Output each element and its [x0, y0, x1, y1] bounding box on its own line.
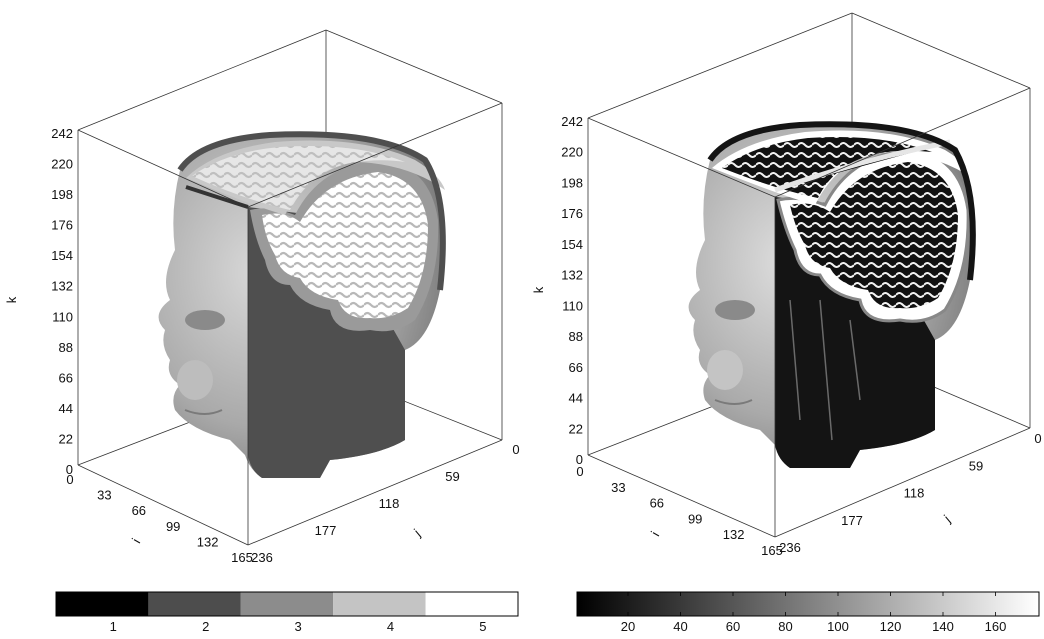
right-i-axis-label: i: [648, 529, 662, 539]
colorbar-tick-label: 80: [778, 619, 792, 634]
j-tick-label: 118: [904, 486, 925, 501]
i-tick-label: 165: [761, 543, 783, 558]
colorbar-tick-label: 4: [387, 619, 394, 634]
k-tick-label: 220: [561, 145, 583, 160]
left-j-axis-label: j: [410, 526, 423, 540]
k-tick-label: 88: [569, 329, 583, 344]
k-tick-label: 66: [569, 360, 583, 375]
i-tick-label: 132: [723, 527, 745, 542]
j-tick-label: 118: [379, 496, 400, 511]
colorbar-tick-label: 5: [479, 619, 486, 634]
k-tick-label: 44: [59, 401, 73, 416]
left-colorbar: 1 2 3 4 5: [55, 591, 519, 634]
i-tick-label: 99: [166, 519, 180, 534]
k-tick-label: 242: [51, 126, 73, 141]
right-j-axis-label: j: [940, 512, 953, 526]
k-tick-label: 198: [561, 175, 583, 190]
left-i-tick-labels: 0 33 66 99 132 165: [66, 472, 252, 565]
colorbar-tick-label: 60: [726, 619, 740, 634]
i-tick-label: 66: [650, 496, 664, 511]
i-tick-label: 0: [576, 464, 583, 479]
right-i-tick-labels: 0 33 66 99 132 165: [576, 464, 782, 558]
colorbar-tick-label: 40: [673, 619, 687, 634]
i-tick-label: 132: [197, 534, 219, 549]
k-tick-label: 22: [59, 431, 73, 446]
j-tick-label: 0: [1034, 431, 1041, 446]
colorbar-tick-label: 120: [880, 619, 902, 634]
k-tick-label: 110: [52, 309, 73, 324]
i-tick-label: 165: [231, 550, 253, 565]
right-box-front: [587, 87, 1031, 538]
j-tick-label: 0: [512, 442, 519, 457]
right-j-tick-labels: 0 59 118 177 236: [779, 431, 1041, 555]
colorbar-segment: [148, 592, 241, 616]
colorbar-frame: [576, 591, 1040, 617]
colorbar-segment: [333, 592, 426, 616]
left-i-axis-label: i: [129, 536, 143, 546]
k-tick-label: 132: [51, 279, 73, 294]
i-tick-label: 99: [688, 511, 702, 526]
i-tick-label: 33: [611, 480, 625, 495]
colorbar-segment: [56, 592, 149, 616]
colorbar-tick-label: 140: [932, 619, 954, 634]
right-head-render: [688, 121, 976, 469]
k-tick-label: 154: [51, 248, 73, 263]
left-k-axis-label: k: [4, 296, 19, 303]
k-tick-label: 110: [562, 298, 583, 313]
colorbar-tick-label: 100: [827, 619, 849, 634]
j-tick-label: 236: [779, 540, 801, 555]
colorbar-tick-label: 160: [985, 619, 1007, 634]
left-head-render: [158, 131, 446, 479]
colorbar-segment: [425, 592, 518, 616]
left-j-tick-labels: 0 59 118 177 236: [251, 442, 519, 565]
i-tick-label: 33: [97, 488, 111, 503]
j-tick-label: 177: [315, 523, 337, 538]
k-tick-label: 242: [561, 114, 583, 129]
k-tick-label: 0: [576, 452, 583, 467]
k-tick-label: 198: [51, 187, 73, 202]
j-tick-label: 59: [445, 469, 459, 484]
k-tick-label: 22: [569, 421, 583, 436]
k-tick-label: 66: [59, 370, 73, 385]
colorbar-tick-label: 2: [202, 619, 209, 634]
colorbar-tick-label: 20: [621, 619, 635, 634]
right-colorbar: 20 40 60 80 100 120 140 160: [576, 591, 1040, 634]
colorbar-tick-label: 3: [294, 619, 301, 634]
right-k-axis-label: k: [531, 286, 546, 293]
colorbar-tick-label: 1: [110, 619, 117, 634]
k-tick-label: 220: [51, 157, 73, 172]
colorbar-gradient: [577, 592, 1039, 616]
left-box-front: [77, 102, 503, 546]
k-tick-label: 88: [59, 340, 73, 355]
k-tick-label: 132: [561, 268, 583, 283]
colorbar-segment: [240, 592, 334, 616]
j-tick-label: 236: [251, 550, 273, 565]
i-tick-label: 66: [132, 503, 146, 518]
k-tick-label: 176: [51, 218, 73, 233]
k-tick-label: 44: [569, 391, 583, 406]
k-tick-label: 0: [66, 462, 73, 477]
i-tick-label: 0: [66, 472, 73, 487]
colorbar-frame: [55, 591, 519, 617]
k-tick-label: 154: [561, 237, 583, 252]
j-tick-label: 177: [841, 513, 863, 528]
j-tick-label: 59: [969, 458, 983, 473]
k-tick-label: 176: [561, 206, 583, 221]
